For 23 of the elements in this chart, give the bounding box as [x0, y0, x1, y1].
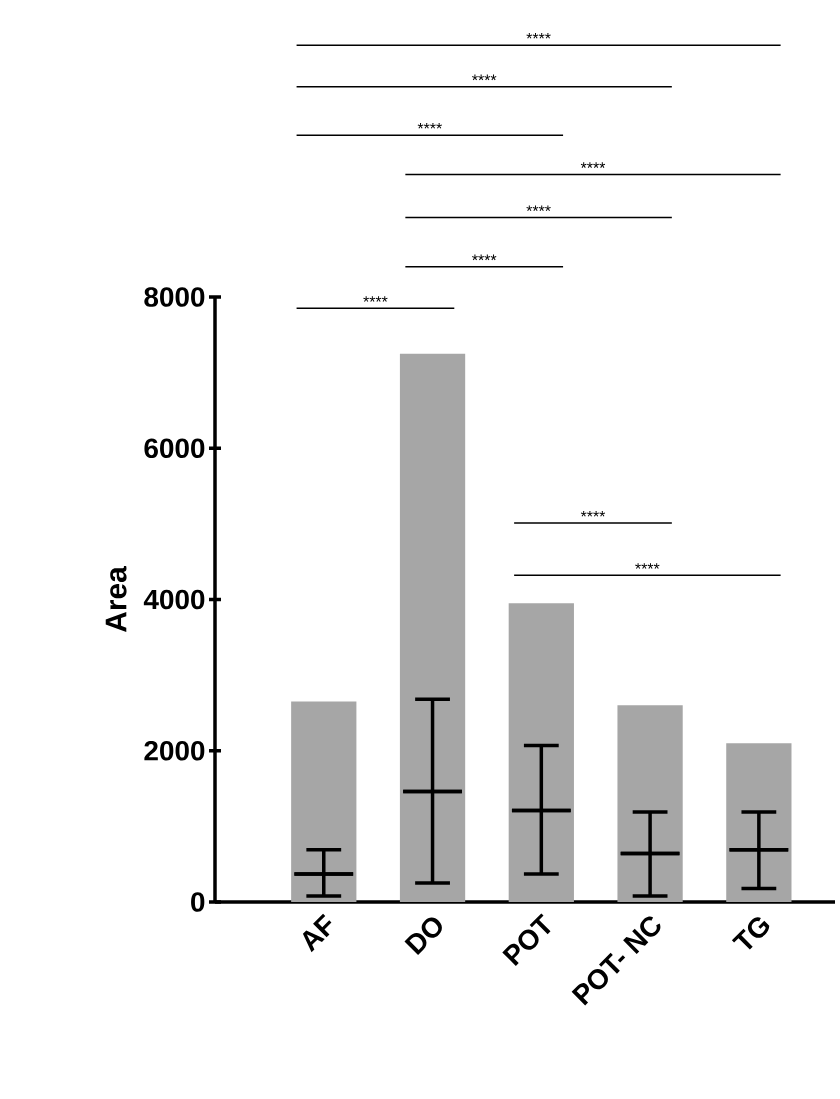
text: ****	[526, 205, 551, 212]
text: ****	[472, 74, 497, 81]
bar	[508, 603, 574, 902]
bar	[291, 701, 357, 902]
annotation: ****	[635, 563, 660, 569]
y-tick-label: 6000	[144, 438, 205, 459]
bar	[399, 353, 466, 902]
text: ****	[472, 254, 497, 261]
text: ****	[417, 122, 442, 129]
text: ****	[526, 32, 551, 39]
y-tick-label: 4000	[143, 589, 205, 610]
y-tick-label: 0	[191, 892, 205, 912]
bar	[726, 743, 792, 902]
x-tick-label: DO	[404, 917, 442, 956]
y-tick-label: 8000	[144, 287, 205, 307]
text: ****	[580, 162, 606, 168]
annotation: ****	[580, 510, 606, 517]
x-tick-label: TG	[731, 917, 770, 950]
annotation: ****	[363, 296, 388, 302]
x-tick-label: AF	[302, 913, 332, 953]
y-tick-label: 2000	[144, 740, 205, 761]
bar	[617, 705, 683, 902]
y-axis-title: Area	[105, 566, 127, 632]
